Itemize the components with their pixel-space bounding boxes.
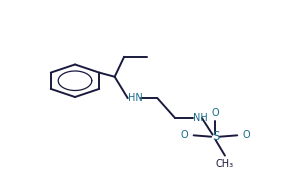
Text: NH: NH (193, 113, 208, 123)
Text: CH₃: CH₃ (216, 159, 234, 169)
Text: O: O (181, 130, 188, 140)
Text: HN: HN (128, 93, 143, 103)
Text: S: S (212, 130, 219, 143)
Text: O: O (212, 108, 219, 118)
Text: O: O (243, 130, 250, 140)
